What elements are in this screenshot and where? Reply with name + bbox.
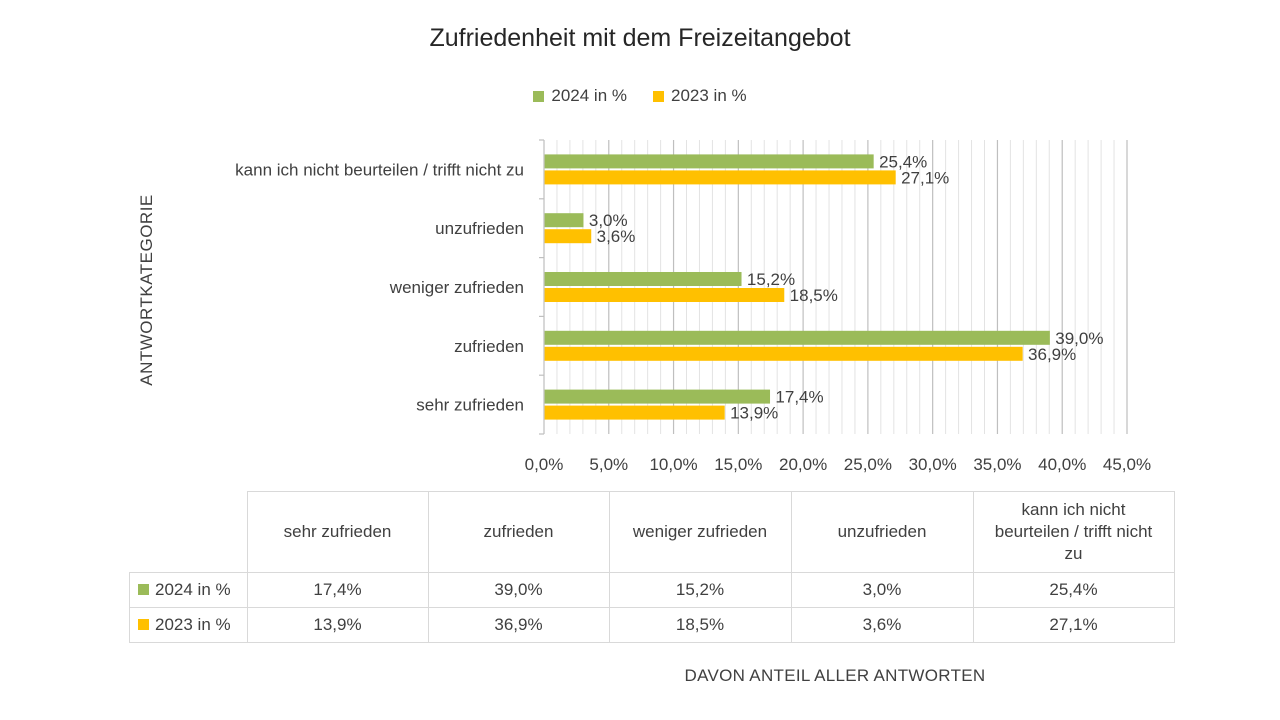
bar — [544, 213, 584, 228]
bar — [544, 170, 896, 185]
chart-title: Zufriedenheit mit dem Freizeitangebot — [429, 24, 851, 52]
data-table-row-header: 2024 in % — [129, 572, 248, 608]
bar — [544, 229, 592, 244]
x-tick-label: 40,0% — [1038, 455, 1086, 474]
data-table-header: zufrieden — [427, 491, 610, 573]
bar-chart-plot: 0,0% 5,0% 10,0% 15,0% 20,0% 25,0% 30,0% 35,0% 40… — [235, 139, 1151, 474]
gridlines — [539, 139, 1128, 435]
legend-swatch-2023 — [653, 90, 664, 102]
data-label: 25,4% — [879, 152, 927, 171]
legend-swatch-2024 — [533, 90, 545, 102]
category-label: weniger zufrieden — [389, 278, 524, 297]
data-table-cell: 15,2% — [608, 572, 792, 608]
bars — [544, 154, 1050, 420]
x-tick-label: 45,0% — [1103, 455, 1151, 474]
data-table-cell: 13,9% — [246, 607, 429, 643]
bar — [544, 288, 785, 302]
labels: 0,0% 5,0% 10,0% 15,0% 20,0% 25,0% 30,0% 35,0% 40… — [235, 152, 1151, 474]
data-label: 13,9% — [730, 404, 778, 423]
data-table-corner — [129, 491, 248, 573]
data-table-row-header: 2023 in % — [129, 607, 248, 643]
data-table-header: weniger zufrieden — [608, 491, 792, 573]
category-label: zufrieden — [454, 337, 524, 356]
data-label: 27,1% — [901, 168, 949, 187]
category-label: kann ich nicht beurteilen / trifft nicht… — [235, 160, 524, 179]
data-label: 18,5% — [790, 286, 838, 305]
legend-label-2024: 2024 in % — [551, 86, 627, 105]
data-table-cell: 3,0% — [790, 572, 974, 608]
bar — [544, 405, 725, 420]
legend: 2024 in % 2023 in % — [0, 86, 1280, 106]
data-table-series-name: 2024 in % — [155, 580, 231, 599]
data-label: 17,4% — [775, 388, 823, 407]
x-tick-label: 5,0% — [589, 455, 628, 474]
category-label: sehr zufrieden — [416, 396, 524, 415]
x-tick-label: 15,0% — [714, 455, 762, 474]
x-tick-label: 35,0% — [973, 455, 1021, 474]
legend-item-2024: 2024 in % — [533, 86, 627, 106]
data-label: 15,2% — [747, 270, 795, 289]
bar — [544, 330, 1050, 345]
x-tick-label: 0,0% — [525, 455, 564, 474]
data-label: 39,0% — [1055, 329, 1103, 348]
data-table-swatch-2023 — [138, 619, 149, 631]
data-table-header-row: sehr zufrieden zufrieden weniger zufried… — [129, 491, 1175, 573]
legend-label-2023: 2023 in % — [671, 86, 747, 105]
data-table-cell: 27,1% — [972, 607, 1175, 643]
category-label: unzufrieden — [435, 219, 524, 238]
x-tick-label: 30,0% — [909, 455, 957, 474]
data-table-header: sehr zufrieden — [246, 491, 429, 573]
data-label: 3,6% — [597, 227, 636, 246]
data-label: 36,9% — [1028, 345, 1076, 364]
data-table-cell: 39,0% — [427, 572, 610, 608]
data-table-series-name: 2023 in % — [155, 615, 231, 634]
data-table-row-2024: 2024 in % 17,4% 39,0% 15,2% 3,0% 25,4% — [129, 572, 1175, 608]
x-tick-label: 20,0% — [779, 455, 827, 474]
x-axis-title: DAVON ANTEIL ALLER ANTWORTEN — [684, 666, 986, 685]
data-table-swatch-2024 — [138, 584, 149, 596]
x-tick-label: 25,0% — [844, 455, 892, 474]
data-table: sehr zufrieden zufrieden weniger zufried… — [129, 491, 1175, 643]
data-table-cell: 25,4% — [972, 572, 1175, 608]
legend-item-2023: 2023 in % — [653, 86, 747, 106]
data-table-header: unzufrieden — [790, 491, 974, 573]
data-table-cell: 3,6% — [790, 607, 974, 643]
data-table-row-2023: 2023 in % 13,9% 36,9% 18,5% 3,6% 27,1% — [129, 607, 1175, 643]
bar — [544, 154, 874, 169]
bar — [544, 389, 771, 404]
data-table-header: kann ich nicht beurteilen / trifft nicht… — [972, 491, 1175, 573]
data-table-cell: 17,4% — [246, 572, 429, 608]
bar — [544, 272, 742, 286]
data-table-cell: 18,5% — [608, 607, 792, 643]
x-tick-label: 10,0% — [649, 455, 697, 474]
data-table-cell: 36,9% — [427, 607, 610, 643]
bar — [544, 346, 1023, 361]
data-label: 3,0% — [589, 211, 628, 230]
